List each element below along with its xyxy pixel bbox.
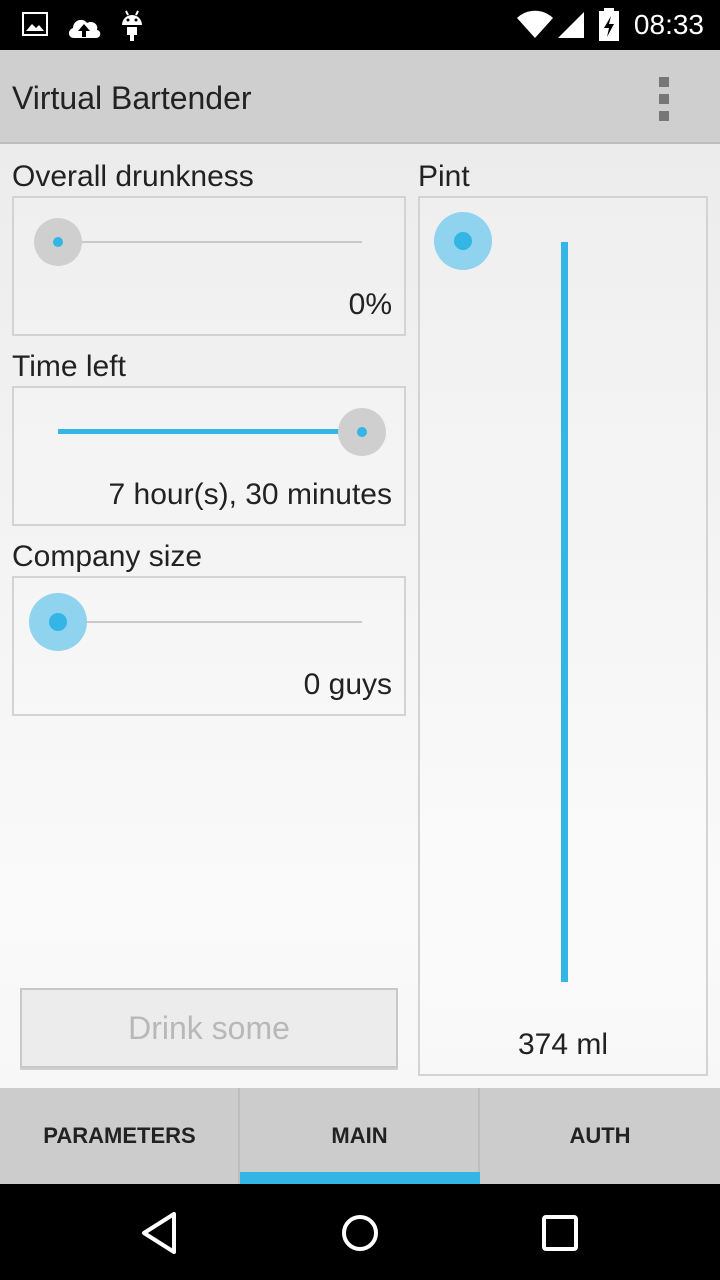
drunkness-label: Overall drunkness <box>12 160 254 193</box>
drunkness-slider-thumb[interactable] <box>34 218 82 266</box>
drunkness-panel: 0% <box>12 196 406 336</box>
company-size-label: Company size <box>12 540 203 573</box>
back-icon[interactable] <box>136 1208 186 1258</box>
battery-charging-icon <box>599 8 619 41</box>
tab-auth[interactable]: AUTH <box>569 1123 631 1148</box>
drunkness-track <box>58 241 362 243</box>
tab-parameters[interactable]: PARAMETERS <box>43 1123 196 1148</box>
navigation-bar <box>0 1184 720 1280</box>
company-size-slider-thumb[interactable] <box>29 593 87 651</box>
time-left-value: 7 hour(s), 30 minutes <box>108 478 392 511</box>
android-icon <box>122 10 142 41</box>
overflow-menu-icon[interactable] <box>650 75 680 123</box>
company-size-panel: 0 guys <box>12 576 406 716</box>
tab-main[interactable]: MAIN <box>331 1123 388 1148</box>
home-icon[interactable] <box>335 1208 385 1258</box>
tab-divider <box>238 1088 240 1184</box>
pint-slider-thumb[interactable] <box>434 212 492 270</box>
tab-divider <box>478 1088 480 1184</box>
wifi-icon <box>517 10 553 39</box>
app-title: Virtual Bartender <box>12 80 252 116</box>
status-bar: 08:33 <box>0 0 720 50</box>
pint-value: 374 ml <box>517 1028 609 1061</box>
cloud-upload-icon <box>68 19 101 38</box>
signal-icon <box>558 12 584 38</box>
tab-bar: PARAMETERS MAIN AUTH <box>0 1088 720 1184</box>
time-left-track <box>58 429 362 434</box>
pint-track <box>561 242 568 982</box>
main-content: Overall drunkness 0% Time left 7 hour(s)… <box>0 144 720 1088</box>
company-size-value: 0 guys <box>303 668 392 701</box>
company-size-track <box>58 621 362 623</box>
drunkness-value: 0% <box>348 288 392 321</box>
drink-some-button[interactable]: Drink some <box>20 988 398 1068</box>
pint-label: Pint <box>418 160 470 193</box>
pint-panel: 374 ml <box>418 196 708 1076</box>
status-time: 08:33 <box>633 9 704 40</box>
tab-selected-indicator <box>240 1172 480 1184</box>
recents-icon[interactable] <box>535 1208 585 1258</box>
time-left-panel: 7 hour(s), 30 minutes <box>12 386 406 526</box>
time-left-label: Time left <box>12 350 126 383</box>
app-bar: Virtual Bartender <box>0 50 720 144</box>
image-icon <box>22 12 48 36</box>
time-left-slider-thumb[interactable] <box>338 408 386 456</box>
